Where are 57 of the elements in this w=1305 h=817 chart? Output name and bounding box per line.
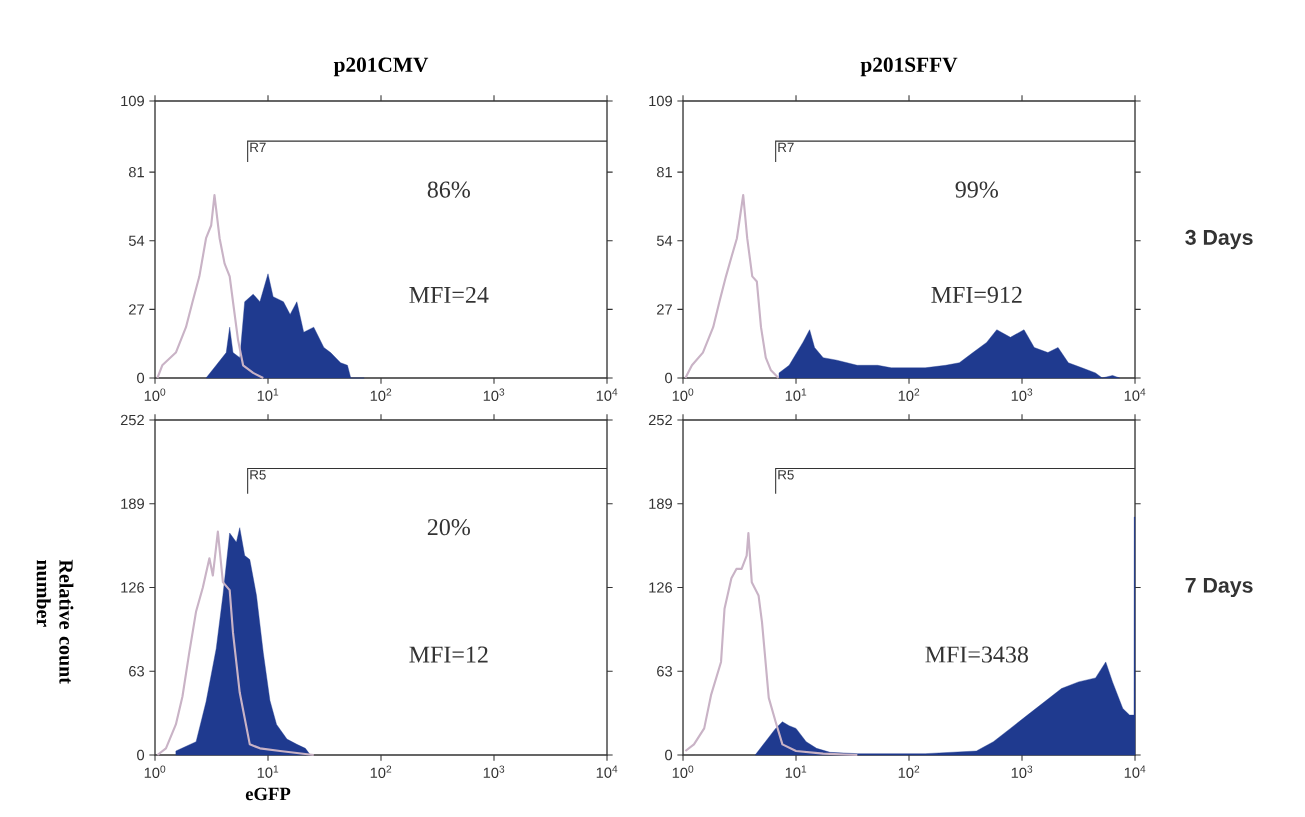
y-tick-label: 189 bbox=[121, 498, 144, 509]
annotation: 99% bbox=[955, 181, 998, 198]
x-tick-label: 10$^{3}$ bbox=[1011, 388, 1033, 402]
y2-axis-title: 7 Days bbox=[1185, 577, 1253, 598]
y-tick-label: 0 bbox=[137, 749, 145, 761]
y-tick-label: 109 bbox=[649, 95, 672, 107]
annotation: R7 bbox=[250, 142, 266, 152]
y-tick-label: 81 bbox=[128, 166, 144, 178]
annotation: MFI=3438 bbox=[925, 646, 1028, 663]
x-tick-label: 10$^{0}$ bbox=[672, 388, 694, 402]
chart-title: p201CMV bbox=[333, 57, 429, 77]
chart-title: p201SFFV bbox=[860, 57, 958, 77]
annotation: R5 bbox=[250, 470, 266, 480]
y-axis-title: Relative count number bbox=[36, 559, 74, 684]
y-tick-label: 54 bbox=[128, 235, 145, 246]
x-tick-label: 10$^{1}$ bbox=[785, 765, 807, 778]
y-tick-label: 189 bbox=[649, 498, 672, 509]
y-tick-label: 126 bbox=[121, 582, 144, 593]
y-tick-label: 126 bbox=[649, 582, 673, 593]
x-tick-label: 10$^{1}$ bbox=[785, 388, 807, 401]
x-tick-label: 10$^{1}$ bbox=[257, 388, 279, 401]
y-tick-label: 0 bbox=[665, 749, 673, 761]
x-tick-label: 10$^{3}$ bbox=[483, 765, 505, 779]
x-tick-label: 10$^{3}$ bbox=[483, 388, 505, 402]
x-tick-label: 10$^{4}$ bbox=[596, 765, 618, 778]
y-tick-label: 252 bbox=[120, 414, 144, 426]
y-tick-label: 109 bbox=[121, 95, 144, 107]
y-tick-label: 27 bbox=[129, 304, 144, 315]
x-tick-label: 10$^{1}$ bbox=[257, 765, 279, 778]
y-tick-label: 63 bbox=[657, 666, 673, 677]
annotation: MFI=12 bbox=[409, 646, 488, 663]
y-tick-label: 63 bbox=[129, 666, 144, 677]
x-axis-title: eGFP bbox=[245, 787, 291, 801]
x-tick-label: 10$^{3}$ bbox=[1011, 765, 1033, 779]
y-tick-label: 0 bbox=[137, 372, 145, 384]
y-tick-label: 54 bbox=[656, 235, 673, 246]
annotation: MFI=24 bbox=[409, 286, 489, 303]
y-tick-label: 81 bbox=[656, 166, 672, 178]
y-tick-label: 252 bbox=[648, 414, 672, 426]
x-tick-label: 10$^{4}$ bbox=[596, 388, 618, 401]
annotation: R7 bbox=[778, 142, 794, 152]
annotation: R5 bbox=[778, 470, 794, 480]
x-tick-label: 10$^{4}$ bbox=[1124, 388, 1146, 401]
annotation: MFI=912 bbox=[931, 286, 1022, 303]
x-tick-label: 10$^{0}$ bbox=[144, 765, 166, 779]
x-tick-label: 10$^{2}$ bbox=[370, 765, 392, 779]
y2-axis-title: 3 Days bbox=[1185, 229, 1253, 250]
x-tick-label: 10$^{0}$ bbox=[144, 388, 166, 402]
x-tick-label: 10$^{2}$ bbox=[898, 388, 920, 402]
annotation: 20% bbox=[427, 519, 470, 536]
y-tick-label: 27 bbox=[657, 304, 672, 315]
annotation: 86% bbox=[427, 181, 470, 198]
x-tick-label: 10$^{0}$ bbox=[672, 765, 694, 779]
y-tick-label: 0 bbox=[665, 372, 673, 384]
x-tick-label: 10$^{4}$ bbox=[1124, 765, 1146, 778]
x-tick-label: 10$^{2}$ bbox=[370, 388, 392, 402]
x-tick-label: 10$^{2}$ bbox=[898, 765, 920, 779]
